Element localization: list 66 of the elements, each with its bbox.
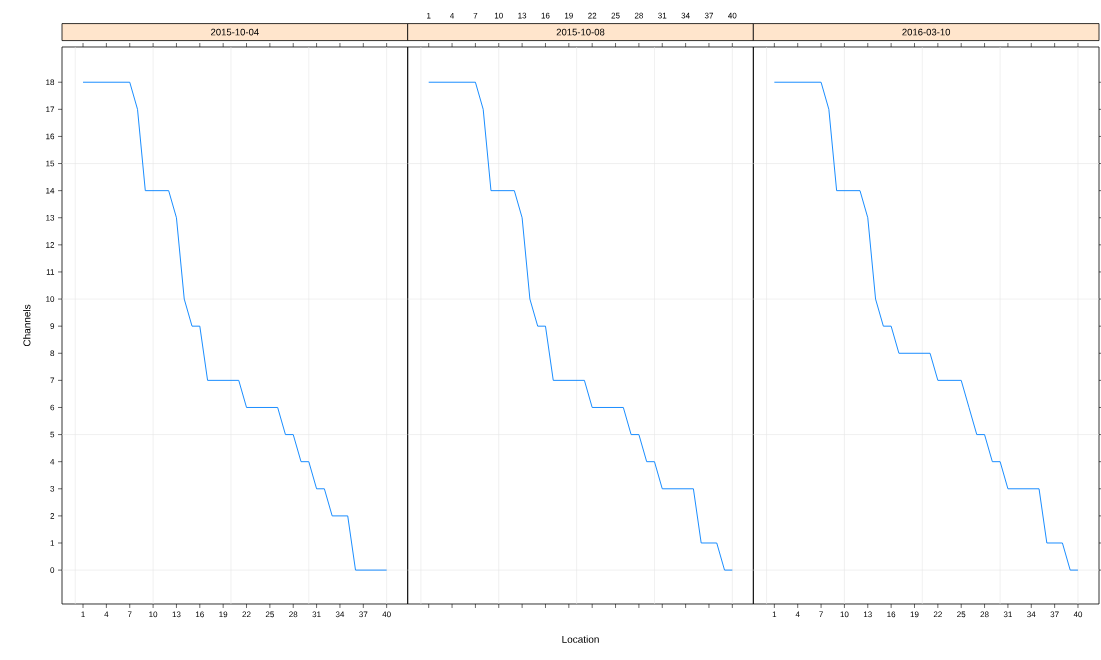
chart-title: 2016-03-10 xyxy=(902,28,951,36)
chart-title: 2015-10-08 xyxy=(556,28,605,36)
x-tick-label: 22 xyxy=(588,12,597,19)
x-tick-label: 34 xyxy=(681,12,690,19)
x-tick-label: 16 xyxy=(887,611,896,618)
y-tick-label: 3 xyxy=(50,485,55,492)
x-tick-label: 7 xyxy=(127,611,132,618)
x-tick-label: 40 xyxy=(728,12,737,19)
x-tick-label: 13 xyxy=(863,611,872,618)
x-tick-label: 40 xyxy=(382,611,391,618)
y-tick-label: 4 xyxy=(50,458,55,465)
y-tick-label: 8 xyxy=(50,350,55,357)
x-tick-label: 1 xyxy=(81,611,85,618)
x-tick-label: 4 xyxy=(450,12,455,19)
x-tick-label: 22 xyxy=(933,611,942,618)
x-tick-label: 31 xyxy=(1003,611,1012,618)
x-tick-label: 1 xyxy=(772,611,777,618)
y-tick-label: 17 xyxy=(46,106,55,113)
y-axis-title: Channels xyxy=(23,304,31,347)
x-tick-label: 31 xyxy=(312,611,321,618)
y-tick-label: 10 xyxy=(46,296,55,302)
x-tick-label: 13 xyxy=(172,611,181,618)
x-tick-label: 19 xyxy=(219,611,228,618)
x-tick-label: 16 xyxy=(195,611,204,618)
y-tick-label: 11 xyxy=(46,269,55,275)
x-tick-label: 37 xyxy=(1050,611,1059,618)
y-tick-label: 16 xyxy=(46,133,55,140)
x-tick-label: 16 xyxy=(541,12,550,19)
x-tick-label: 13 xyxy=(518,12,527,19)
x-tick-label: 25 xyxy=(265,611,274,618)
y-tick-label: 9 xyxy=(50,323,55,329)
y-tick-label: 13 xyxy=(46,214,55,221)
x-axis-title: Location xyxy=(562,635,599,643)
x-tick-label: 28 xyxy=(980,611,989,618)
x-tick-label: 19 xyxy=(564,12,573,19)
y-tick-label: 14 xyxy=(46,187,55,194)
y-tick-label: 7 xyxy=(50,377,55,384)
x-tick-label: 37 xyxy=(704,12,714,19)
x-tick-label: 40 xyxy=(1073,611,1083,618)
chart-title: 2015-10-04 xyxy=(211,28,259,36)
x-tick-label: 28 xyxy=(289,611,298,618)
x-tick-label: 22 xyxy=(242,611,251,618)
x-tick-label: 31 xyxy=(658,12,667,19)
y-tick-label: 0 xyxy=(50,567,55,573)
y-tick-label: 6 xyxy=(50,404,55,411)
y-tick-label: 1 xyxy=(50,540,55,546)
x-tick-label: 7 xyxy=(473,12,478,19)
x-tick-label: 28 xyxy=(634,12,643,19)
x-tick-label: 10 xyxy=(149,611,158,618)
x-tick-label: 1 xyxy=(427,12,431,19)
x-tick-label: 25 xyxy=(957,611,966,618)
x-tick-label: 10 xyxy=(840,611,849,618)
x-tick-label: 34 xyxy=(1027,611,1036,618)
x-tick-label: 4 xyxy=(104,611,109,618)
x-tick-label: 7 xyxy=(819,611,823,618)
x-tick-label: 19 xyxy=(910,611,919,618)
y-tick-label: 2 xyxy=(50,513,55,519)
x-tick-label: 25 xyxy=(611,12,620,19)
x-tick-label: 4 xyxy=(795,611,800,618)
x-tick-label: 34 xyxy=(335,611,345,618)
y-tick-label: 18 xyxy=(46,79,55,86)
y-tick-label: 12 xyxy=(46,242,55,248)
y-tick-label: 15 xyxy=(46,160,55,167)
y-tick-label: 5 xyxy=(50,431,55,438)
x-tick-label: 10 xyxy=(494,12,503,19)
x-tick-label: 37 xyxy=(359,611,368,618)
